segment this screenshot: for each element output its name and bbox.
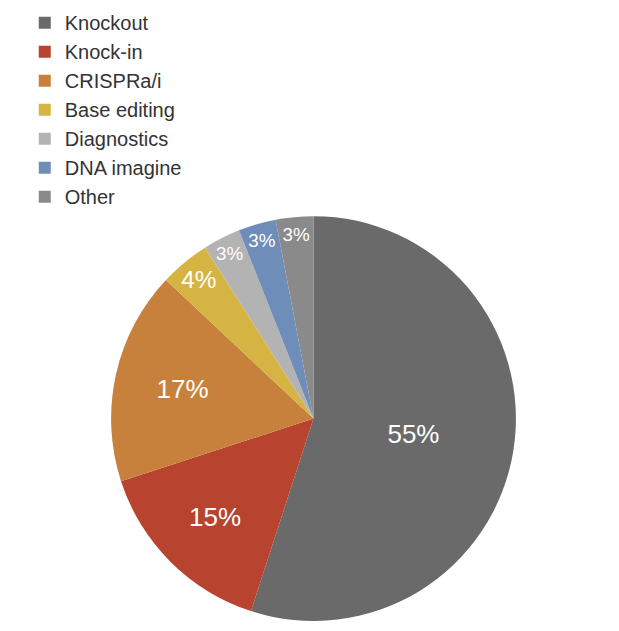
svg-text:3%: 3% (216, 243, 243, 264)
svg-text:17%: 17% (157, 374, 209, 404)
svg-text:15%: 15% (189, 502, 241, 532)
svg-text:3%: 3% (248, 230, 275, 251)
svg-text:Base editing: Base editing (65, 99, 175, 121)
svg-text:3%: 3% (282, 224, 309, 245)
svg-text:Other: Other (65, 186, 115, 208)
svg-text:DNA imagine: DNA imagine (65, 157, 182, 179)
svg-text:55%: 55% (387, 419, 439, 449)
svg-text:Diagnostics: Diagnostics (65, 128, 168, 150)
svg-text:Knockout: Knockout (65, 12, 149, 34)
svg-text:Knock-in: Knock-in (65, 41, 143, 63)
svg-text:CRISPRa/i: CRISPRa/i (65, 70, 162, 92)
svg-text:4%: 4% (181, 266, 216, 293)
